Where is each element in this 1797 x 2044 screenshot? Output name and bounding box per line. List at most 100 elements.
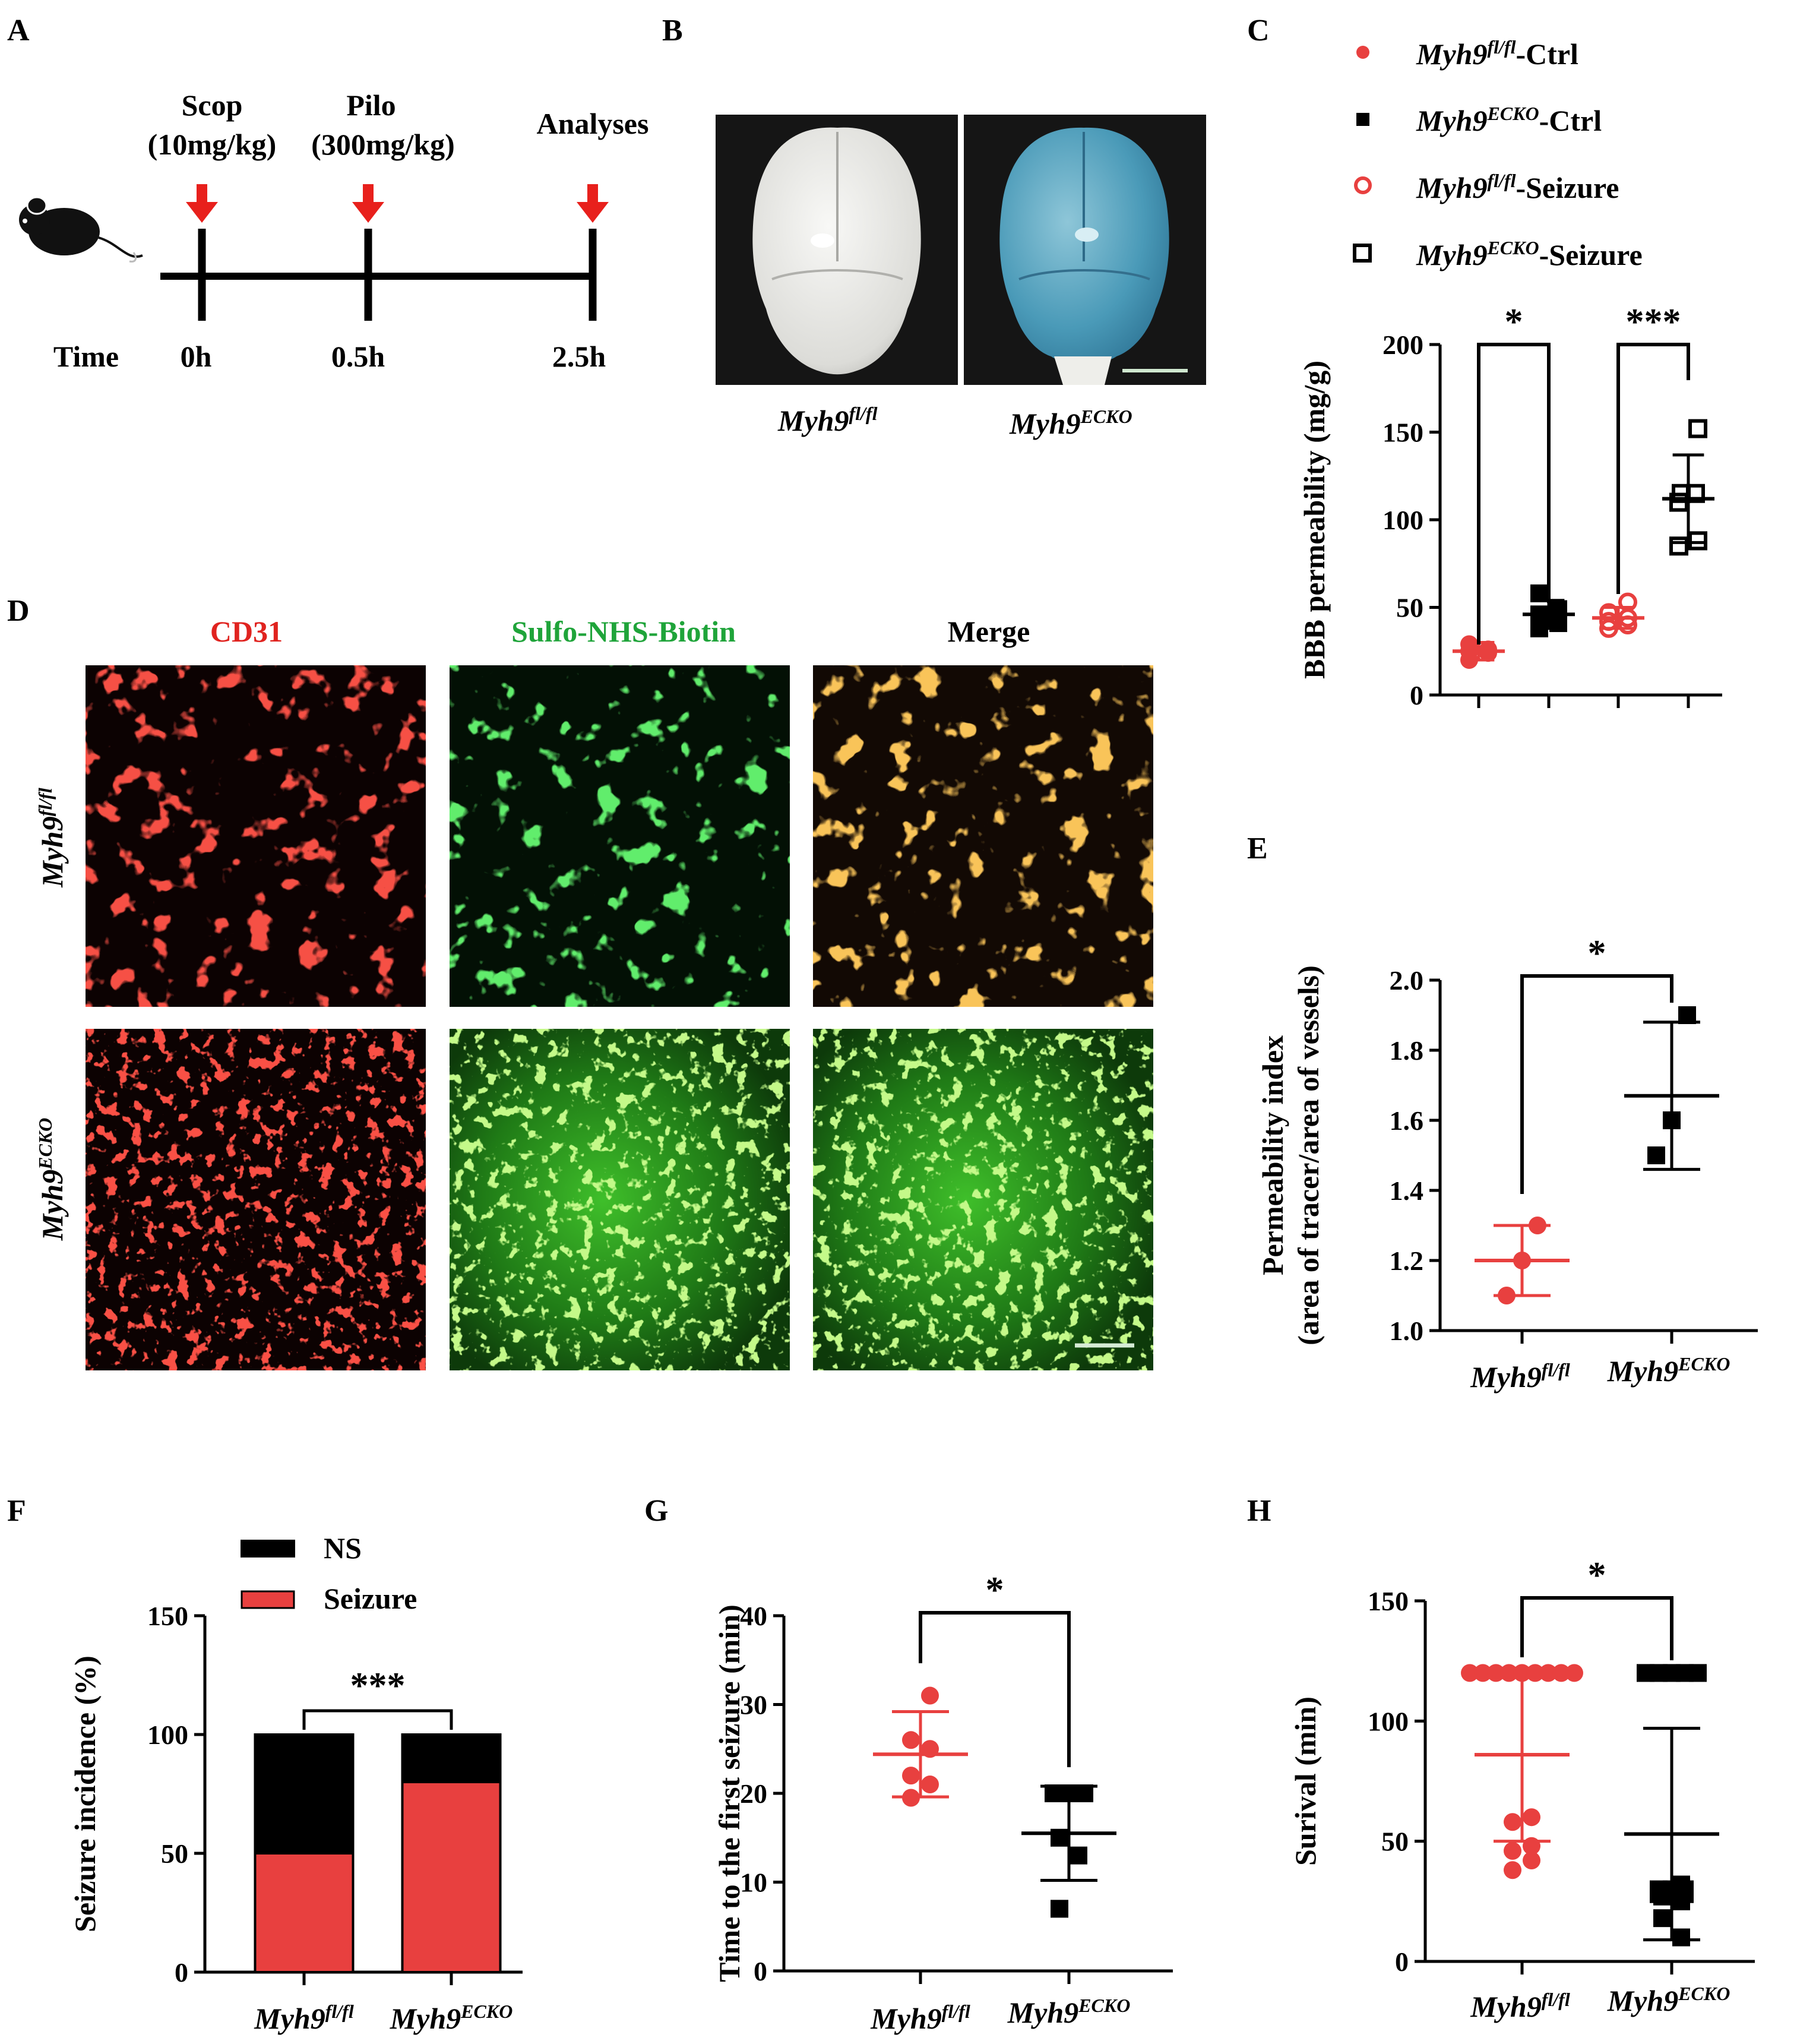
legend-c-item-3: Myh9fl/fl-Seizure — [1416, 170, 1619, 204]
chart-h-point — [1504, 1861, 1521, 1879]
chart-g-xlabel: Myh9fl/fl — [870, 2001, 970, 2035]
chart-f-xlabel: Myh9fl/fl — [254, 2001, 354, 2035]
chart-c-ytick-label: 50 — [1396, 593, 1423, 623]
chart-f-significance: *** — [350, 1666, 406, 1706]
chart-h-point — [1474, 1664, 1492, 1682]
chart-f-xlabel-base: Myh9 — [254, 2002, 325, 2035]
chart-e-ytick-label: 2.0 — [1390, 965, 1424, 996]
chart-h-point — [1552, 1664, 1570, 1682]
chart-f-bar-ns — [254, 1733, 355, 1855]
chart-e-ytick-label: 1.4 — [1390, 1176, 1424, 1206]
chart-f-bracket — [302, 1709, 453, 1730]
chart-h-xlabel-sup: ECKO — [1678, 1983, 1730, 2004]
chart-e-bracket — [1520, 974, 1673, 1194]
chart-h-point — [1504, 1841, 1521, 1860]
chart-c-ytick-label: 150 — [1382, 418, 1423, 448]
chart-c-ylabel: BBB permeability (mg/g) — [1298, 361, 1331, 679]
event-scop-name: Scop — [182, 89, 243, 122]
chart-c-bracket — [1616, 343, 1690, 594]
chart-e-ytick-label: 1.8 — [1390, 1035, 1424, 1066]
chart-e-ytick-label: 1.0 — [1390, 1316, 1424, 1346]
chart-g-bracket — [919, 1611, 1071, 1767]
chart-f-ytick-label: 50 — [161, 1838, 188, 1869]
legend-c-item-1: Myh9fl/fl-Ctrl — [1416, 36, 1578, 71]
panel-d-micrographs: CD31 Sulfo-NHS-Biotin Merge Myh9fl/fl My… — [34, 615, 1153, 1370]
legend-f-swatch-ns — [241, 1540, 295, 1558]
legend-c-item-4: Myh9ECKO-Seizure — [1416, 237, 1643, 271]
chart-c-point — [1599, 603, 1618, 623]
chart-g-point — [1051, 1900, 1068, 1918]
event-pilo-name: Pilo — [346, 89, 396, 122]
chart-g-xlabel-sup: ECKO — [1078, 1995, 1130, 2016]
panel-letter-h: H — [1247, 1494, 1271, 1528]
chart-g-ytick-label: 0 — [754, 1956, 767, 1986]
chart-g-point — [902, 1767, 920, 1785]
column-title-sulfo: Sulfo-NHS-Biotin — [511, 615, 736, 648]
legend-c-marker-2 — [1356, 113, 1369, 126]
row-label-ecko: Myh9ECKO — [34, 1118, 69, 1241]
arrow-icon — [186, 184, 609, 223]
micrograph-merge-flfl — [813, 665, 1153, 1007]
chart-f-bar-seizure — [254, 1852, 355, 1973]
chart-h-point — [1653, 1909, 1671, 1928]
chart-c-point — [1688, 531, 1707, 551]
chart-c-ytick-label: 200 — [1382, 330, 1423, 360]
panel-letter-a: A — [7, 14, 30, 48]
chart-f-ytick-label: 150 — [147, 1601, 188, 1631]
chart-h-xlabel-base: Myh9 — [1470, 1990, 1541, 2023]
chart-f-xlabel: Myh9ECKO — [390, 2001, 513, 2035]
chart-f-xlabel-sup: ECKO — [460, 2001, 512, 2022]
panel-a-timeline: Scop (10mg/kg) Pilo (300mg/kg) Analyses … — [19, 89, 648, 373]
chart-h-point — [1504, 1813, 1521, 1831]
brain-photo-myh9-ecko — [964, 115, 1206, 385]
chart-h-bracket — [1520, 1596, 1673, 1660]
micrograph-sulfo-flfl — [450, 665, 790, 1007]
column-title-cd31: CD31 — [210, 615, 283, 648]
micrograph-merge-ecko — [813, 1029, 1153, 1370]
chart-g-xlabel: Myh9ECKO — [1007, 1995, 1131, 2029]
chart-h-xlabel: Myh9ECKO — [1607, 1983, 1730, 2017]
chart-e-significance: * — [1588, 933, 1606, 974]
chart-g-ytick-label: 30 — [740, 1690, 767, 1720]
chart-h-point — [1461, 1664, 1479, 1682]
chart-e-permeability-index: 1.0 1.2 1.4 1.6 1.8 2.0 Permeability index (are… — [1256, 933, 1758, 1394]
panel-letter-g: G — [644, 1494, 668, 1528]
panel-letter-b: B — [662, 14, 683, 48]
chart-g-point — [921, 1776, 939, 1794]
time-05h: 0.5h — [331, 340, 385, 373]
chart-e-xlabel: Myh9ECKO — [1607, 1353, 1730, 1388]
chart-c-point — [1460, 635, 1478, 653]
chart-f-bar-seizure — [401, 1781, 502, 1973]
chart-h-xlabel: Myh9fl/fl — [1470, 1989, 1570, 2023]
chart-h-ylabel: Surival (min) — [1289, 1697, 1322, 1866]
chart-f-ylabel: Seizure incidence (%) — [68, 1656, 102, 1932]
chart-g-xlabel-sup: fl/fl — [942, 2001, 970, 2022]
brain-photo-myh9-flfl — [716, 115, 958, 385]
time-0h: 0h — [181, 340, 212, 373]
time-label: Time — [53, 340, 119, 373]
micrograph-sulfo-ecko — [450, 1029, 790, 1370]
chart-h-point — [1565, 1664, 1583, 1682]
chart-f-xlabel-sup: fl/fl — [325, 2001, 354, 2022]
column-title-merge: Merge — [948, 615, 1030, 648]
legend-f: NS Seizure — [241, 1531, 417, 1615]
chart-f-ytick-label: 100 — [147, 1720, 188, 1750]
legend-c-item-2: Myh9ECKO-Ctrl — [1416, 103, 1602, 137]
panel-letter-c: C — [1247, 14, 1270, 48]
chart-f-xlabel-base: Myh9 — [390, 2002, 461, 2035]
event-scop-dose: (10mg/kg) — [148, 128, 277, 161]
time-25h: 2.5h — [552, 340, 606, 373]
event-analyses-name: Analyses — [537, 107, 649, 140]
micrograph-cd31-flfl — [86, 665, 426, 1007]
chart-g-point — [1051, 1828, 1068, 1847]
chart-c-point — [1688, 419, 1707, 438]
chart-f-bar-ns — [401, 1733, 502, 1783]
legend-f-swatch-seizure — [241, 1590, 295, 1609]
chart-g-ytick-label: 40 — [740, 1601, 767, 1631]
chart-f-ytick-label: 0 — [175, 1957, 188, 1988]
chart-c-ytick-label: 0 — [1410, 680, 1423, 710]
chart-e-xlabel-base: Myh9 — [1470, 1360, 1541, 1394]
chart-e-xlabel-sup: ECKO — [1678, 1353, 1730, 1375]
